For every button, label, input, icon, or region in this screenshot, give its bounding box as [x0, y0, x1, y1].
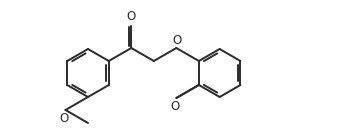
Text: O: O [173, 34, 182, 47]
Text: O: O [171, 100, 180, 113]
Text: O: O [60, 112, 69, 125]
Text: O: O [127, 10, 136, 23]
